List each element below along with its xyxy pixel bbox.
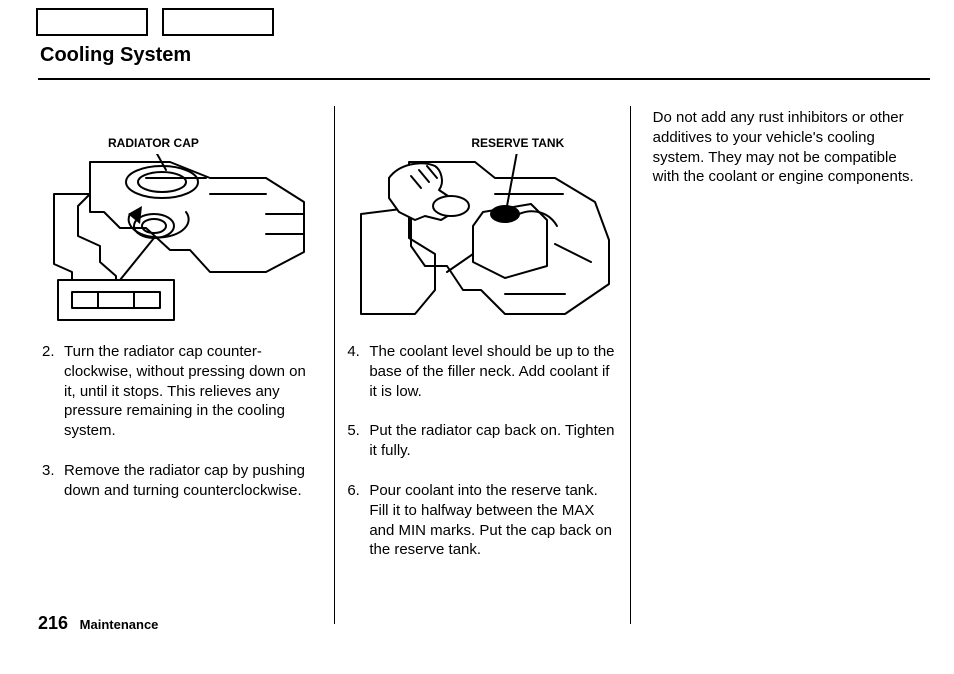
figure-reserve-tank: RESERVE TANK [355, 104, 611, 314]
step-6: 6. Pour coolant into the reserve tank. F… [347, 481, 620, 560]
figure-label-radiator-cap: RADIATOR CAP [108, 136, 199, 152]
top-tabs [36, 8, 274, 36]
column-1: RADIATOR CAP [38, 104, 331, 592]
step-4: 4. The coolant level should be up to the… [347, 342, 620, 401]
columns: RADIATOR CAP [38, 104, 930, 592]
step-text: Turn the radiator cap counter-clockwise,… [64, 342, 315, 441]
section-label: Maintenance [80, 617, 159, 632]
step-text: The coolant level should be up to the ba… [369, 342, 620, 401]
warning-paragraph: Do not add any rust inhibitors or other … [653, 108, 926, 187]
tab-box-left[interactable] [36, 8, 148, 36]
tab-box-right[interactable] [162, 8, 274, 36]
page-number: 216 [38, 613, 68, 633]
page: Cooling System RADIATOR CAP [0, 0, 954, 674]
figure-radiator-cap: RADIATOR CAP [50, 104, 306, 314]
horizontal-rule [38, 78, 930, 80]
figure-label-reserve-tank: RESERVE TANK [471, 136, 564, 152]
step-text: Remove the radiator cap by pushing down … [64, 461, 315, 501]
steps-col2: 4. The coolant level should be up to the… [347, 342, 620, 560]
step-number: 6. [347, 481, 369, 560]
step-text: Put the radiator cap back on. Tighten it… [369, 421, 620, 461]
step-number: 5. [347, 421, 369, 461]
column-3: Do not add any rust inhibitors or other … [637, 104, 930, 592]
step-number: 2. [42, 342, 64, 441]
page-footer: 216 Maintenance [38, 613, 158, 634]
step-text: Pour coolant into the reserve tank. Fill… [369, 481, 620, 560]
reserve-tank-illustration [355, 154, 611, 324]
steps-col1: 2. Turn the radiator cap counter-clockwi… [42, 342, 315, 501]
step-number: 4. [347, 342, 369, 401]
step-3: 3. Remove the radiator cap by pushing do… [42, 461, 315, 501]
page-title: Cooling System [40, 44, 191, 67]
step-5: 5. Put the radiator cap back on. Tighten… [347, 421, 620, 461]
step-2: 2. Turn the radiator cap counter-clockwi… [42, 342, 315, 441]
column-2: RESERVE TANK [331, 104, 636, 592]
radiator-cap-illustration [50, 154, 306, 324]
step-number: 3. [42, 461, 64, 501]
